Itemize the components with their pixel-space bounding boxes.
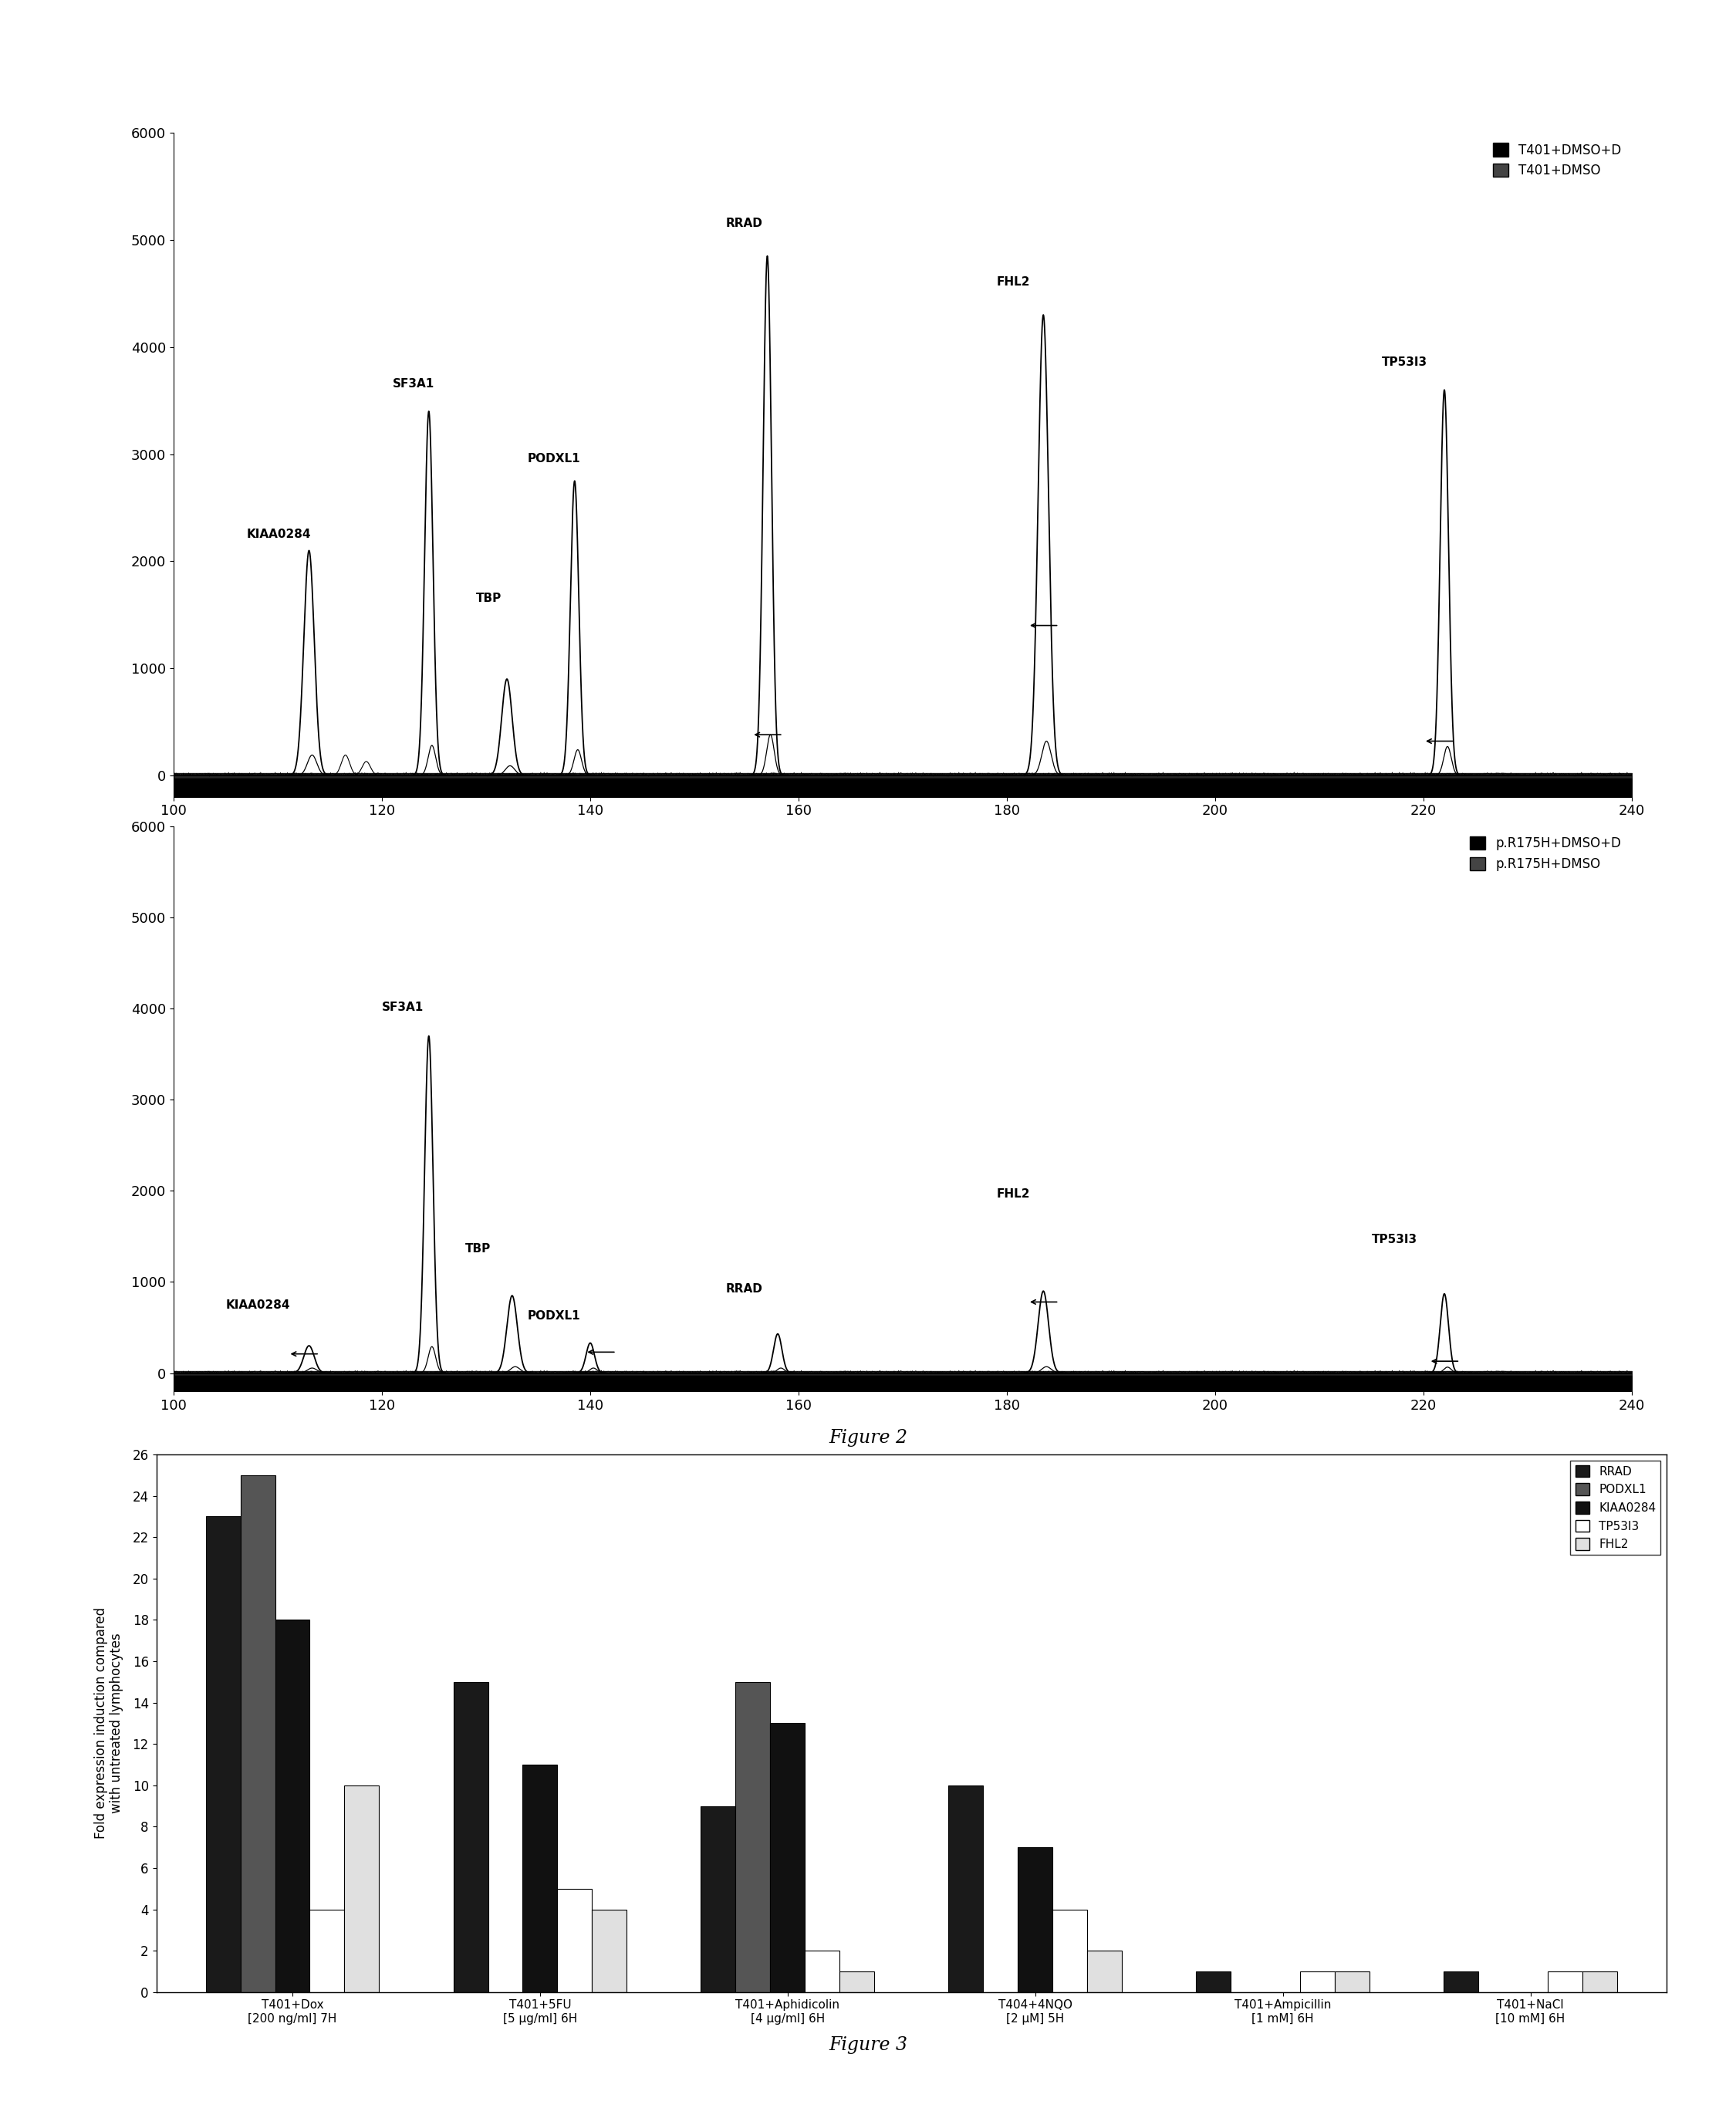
Bar bbox=[309, 1910, 344, 1992]
Text: PODXL1: PODXL1 bbox=[528, 453, 580, 464]
Bar bbox=[948, 1785, 983, 1992]
Text: TP53I3: TP53I3 bbox=[1382, 356, 1427, 369]
Text: SF3A1: SF3A1 bbox=[382, 1001, 424, 1014]
Text: KIAA0284: KIAA0284 bbox=[247, 529, 311, 540]
Text: PODXL1: PODXL1 bbox=[528, 1311, 580, 1322]
Text: Figure 2: Figure 2 bbox=[828, 1429, 908, 1446]
Bar bbox=[1444, 1971, 1479, 1992]
Bar bbox=[840, 1971, 875, 1992]
Bar bbox=[557, 1889, 592, 1992]
Bar bbox=[523, 1764, 557, 1992]
Bar bbox=[1583, 1971, 1616, 1992]
Bar bbox=[1549, 1971, 1583, 1992]
Text: RRAD: RRAD bbox=[726, 1284, 762, 1294]
Text: FHL2: FHL2 bbox=[996, 276, 1029, 289]
Text: TBP: TBP bbox=[465, 1244, 491, 1254]
Text: SF3A1: SF3A1 bbox=[392, 377, 434, 390]
Bar bbox=[701, 1807, 736, 1992]
Text: Figure 3: Figure 3 bbox=[828, 2036, 908, 2053]
Bar bbox=[1196, 1971, 1231, 1992]
Bar bbox=[1017, 1847, 1052, 1992]
Bar bbox=[1052, 1910, 1087, 1992]
Bar bbox=[453, 1682, 488, 1992]
Bar bbox=[344, 1785, 378, 1992]
Bar bbox=[771, 1724, 806, 1992]
Bar bbox=[207, 1516, 240, 1992]
Bar bbox=[1300, 1971, 1335, 1992]
Bar bbox=[592, 1910, 627, 1992]
Text: RRAD: RRAD bbox=[726, 217, 762, 230]
Text: KIAA0284: KIAA0284 bbox=[226, 1299, 290, 1311]
Text: TP53I3: TP53I3 bbox=[1371, 1233, 1417, 1246]
Legend: RRAD, PODXL1, KIAA0284, TP53I3, FHL2: RRAD, PODXL1, KIAA0284, TP53I3, FHL2 bbox=[1571, 1461, 1661, 1556]
Legend: p.R175H+DMSO+D, p.R175H+DMSO: p.R175H+DMSO+D, p.R175H+DMSO bbox=[1467, 833, 1625, 875]
Bar bbox=[806, 1950, 840, 1992]
Text: FHL2: FHL2 bbox=[996, 1189, 1029, 1199]
Text: TBP: TBP bbox=[476, 592, 502, 605]
Y-axis label: Fold expression induction compared
with untreated lymphocytes: Fold expression induction compared with … bbox=[94, 1608, 123, 1838]
Bar bbox=[1335, 1971, 1370, 1992]
Bar bbox=[274, 1619, 309, 1992]
Bar bbox=[240, 1476, 274, 1992]
Bar bbox=[1087, 1950, 1121, 1992]
Bar bbox=[736, 1682, 771, 1992]
Legend: T401+DMSO+D, T401+DMSO: T401+DMSO+D, T401+DMSO bbox=[1489, 139, 1625, 181]
